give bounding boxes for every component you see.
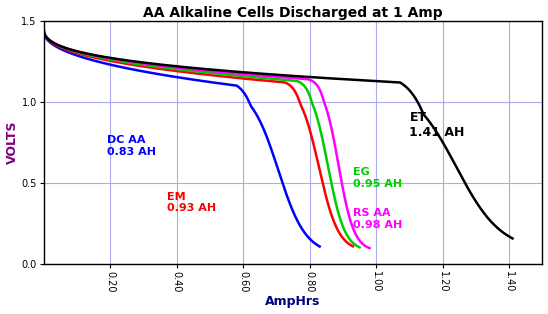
- Text: EG
0.95 AH: EG 0.95 AH: [353, 167, 402, 189]
- Y-axis label: VOLTS: VOLTS: [5, 121, 19, 164]
- Text: DC AA
0.83 AH: DC AA 0.83 AH: [107, 135, 156, 156]
- Text: EM
0.93 AH: EM 0.93 AH: [167, 192, 216, 213]
- Text: RS AA
0.98 AH: RS AA 0.98 AH: [353, 208, 402, 230]
- Text: ET
1.41 AH: ET 1.41 AH: [409, 111, 465, 138]
- X-axis label: AmpHrs: AmpHrs: [265, 295, 321, 308]
- Title: AA Alkaline Cells Discharged at 1 Amp: AA Alkaline Cells Discharged at 1 Amp: [143, 6, 443, 19]
